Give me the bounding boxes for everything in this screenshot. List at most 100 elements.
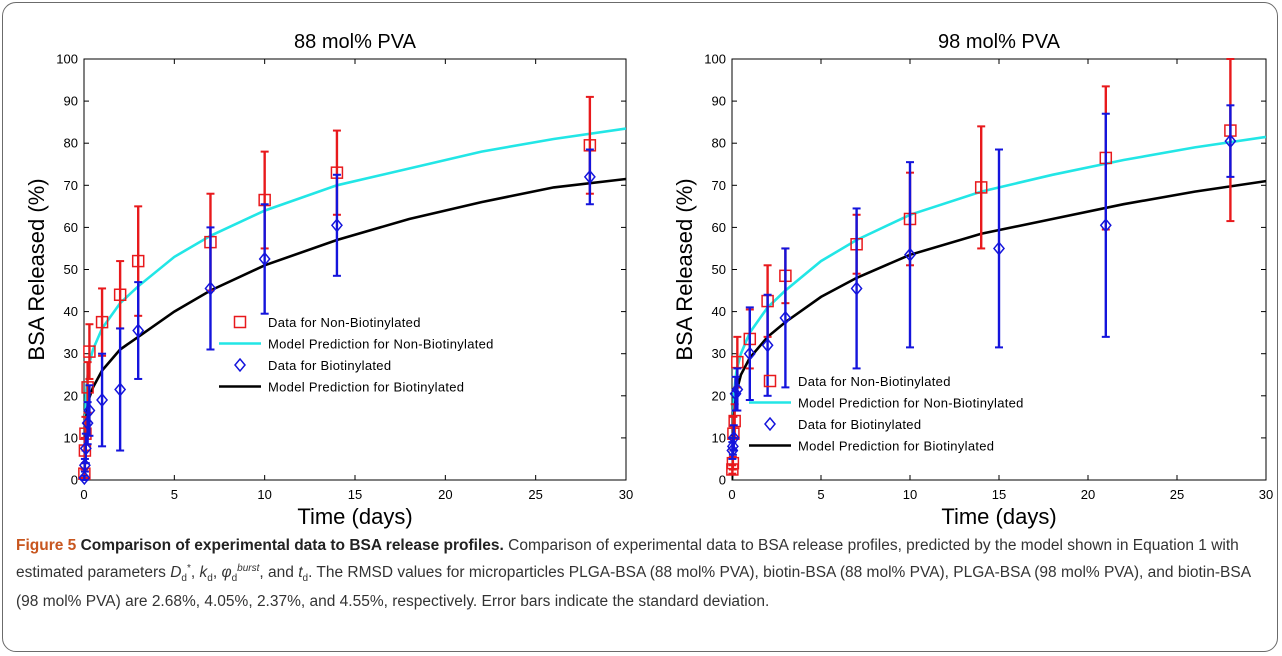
x-axis-label: Time (days)	[297, 504, 412, 529]
legend: Data for Non-Biotinylated Model Predictio…	[219, 315, 494, 395]
data-point-biotinylated	[727, 430, 740, 446]
y-tick-label: 10	[712, 430, 726, 445]
y-tick-label: 80	[64, 136, 78, 151]
x-tick-label: 30	[1259, 487, 1273, 502]
y-tick-label: 20	[712, 388, 726, 403]
x-tick-label: 10	[903, 487, 917, 502]
x-tick-label: 20	[1081, 487, 1095, 502]
legend-label: Data for Non-Biotinylated	[798, 374, 951, 389]
data-point-biotinylated	[993, 241, 1005, 256]
data-point-biotinylated	[850, 281, 863, 296]
chart-title: 88 mol% PVA	[294, 31, 417, 53]
y-tick-label: 80	[712, 136, 726, 151]
y-tick-label: 50	[64, 262, 78, 277]
y-tick-label: 10	[64, 430, 78, 445]
data-point-biotinylated	[904, 247, 916, 262]
x-tick-label: 25	[1170, 487, 1184, 502]
legend-label: Data for Non-Biotinylated	[268, 315, 421, 330]
data-point-biotinylated	[83, 403, 96, 418]
data-point-non-biotinylated	[95, 315, 109, 329]
caption-text-1: Comparison of experimental data to BSA r…	[16, 537, 1239, 582]
x-tick-label: 15	[348, 487, 362, 502]
y-tick-label: 90	[712, 94, 726, 109]
data-point-non-biotinylated	[113, 288, 127, 302]
y-tick-label: 60	[64, 220, 78, 235]
x-axis-label: Time (days)	[941, 504, 1056, 529]
data-point-biotinylated	[330, 218, 343, 233]
data-point-non-biotinylated	[974, 181, 988, 194]
data-point-biotinylated	[1099, 218, 1112, 233]
plot-area	[83, 58, 627, 481]
x-tick-label: 0	[80, 487, 87, 502]
y-axis-label: BSA Released (%)	[672, 178, 697, 360]
y-tick-label: 60	[712, 220, 726, 235]
x-tick-label: 20	[438, 487, 452, 502]
data-point-biotinylated	[583, 169, 596, 185]
chart-panel-1: 88 mol% PVA 0 5 10 15 20 25 30 0 10 20 30 40 50 60 70 80…	[24, 31, 633, 529]
x-tick-label: 15	[992, 487, 1006, 502]
legend-square-swatch	[763, 374, 777, 388]
data-point-biotinylated	[726, 439, 739, 454]
legend-label: Data for Biotinylated	[268, 358, 391, 373]
data-point-biotinylated	[761, 338, 774, 353]
y-tick-label: 40	[712, 304, 726, 319]
legend-diamond-swatch	[764, 416, 776, 432]
legend: Data for Non-Biotinylated Model Predictio…	[749, 374, 1024, 454]
chart-title: 98 mol% PVA	[938, 31, 1061, 53]
x-tick-label: 0	[728, 487, 735, 502]
figure-caption: Figure 5 Comparison of experimental data…	[16, 537, 1251, 611]
legend-label: Data for Biotinylated	[798, 417, 921, 432]
legend-diamond-swatch	[234, 357, 246, 373]
data-point-biotinylated	[258, 251, 271, 267]
data-point-biotinylated	[779, 310, 792, 326]
data-point-biotinylated	[1224, 133, 1237, 149]
data-point-non-biotinylated	[83, 345, 96, 358]
param-k: kd	[199, 564, 213, 585]
data-point-biotinylated	[114, 382, 127, 397]
data-point-biotinylated	[731, 382, 744, 397]
y-tick-label: 20	[64, 388, 78, 403]
x-tick-label: 5	[817, 487, 824, 502]
x-tick-label: 10	[257, 487, 271, 502]
data-point-biotinylated	[132, 323, 145, 338]
figure-number: Figure 5	[16, 537, 77, 554]
data-point-biotinylated	[79, 441, 92, 456]
x-tick-label: 25	[528, 487, 542, 502]
y-tick-label: 70	[712, 178, 726, 193]
y-tick-label: 30	[712, 346, 726, 361]
param-t: td	[298, 564, 309, 585]
y-axis-label: BSA Released (%)	[24, 178, 49, 360]
data-point-non-biotinylated	[81, 381, 94, 394]
x-tick-label: 5	[171, 487, 178, 502]
legend-label: Model Prediction for Biotinylated	[268, 380, 464, 395]
data-point-biotinylated	[96, 392, 109, 408]
legend-square-swatch	[233, 315, 247, 329]
y-tick-label: 0	[71, 473, 78, 488]
figure-title: Figure 5 Comparison of experimental data…	[16, 537, 504, 554]
data-point-biotinylated	[743, 346, 756, 361]
y-tick-label: 40	[64, 304, 78, 319]
y-tick-label: 0	[719, 473, 726, 488]
data-point-non-biotinylated	[131, 254, 145, 268]
y-tick-label: 100	[704, 52, 726, 67]
caption-text-2: and	[268, 564, 294, 582]
legend-label: Model Prediction for Non-Biotinylated	[268, 337, 494, 352]
data-point-biotinylated	[78, 470, 91, 486]
param-phi: φdburst	[221, 563, 260, 585]
y-tick-label: 30	[64, 346, 78, 361]
caption-text-3: . The RMSD values for microparticles PLG…	[16, 564, 1251, 611]
x-tick-label: 30	[619, 487, 633, 502]
y-tick-label: 90	[64, 94, 78, 109]
data-point-biotinylated	[729, 386, 742, 401]
param-d: Dd*	[170, 563, 191, 585]
data-point-biotinylated	[81, 415, 94, 431]
data-point-biotinylated	[204, 281, 217, 296]
legend-label: Model Prediction for Non-Biotinylated	[798, 396, 1024, 411]
y-tick-label: 50	[712, 262, 726, 277]
legend-label: Model Prediction for Biotinylated	[798, 439, 994, 454]
y-tick-label: 100	[56, 52, 78, 67]
y-tick-label: 70	[64, 178, 78, 193]
figure-title-text: Comparison of experimental data to BSA r…	[80, 537, 504, 554]
